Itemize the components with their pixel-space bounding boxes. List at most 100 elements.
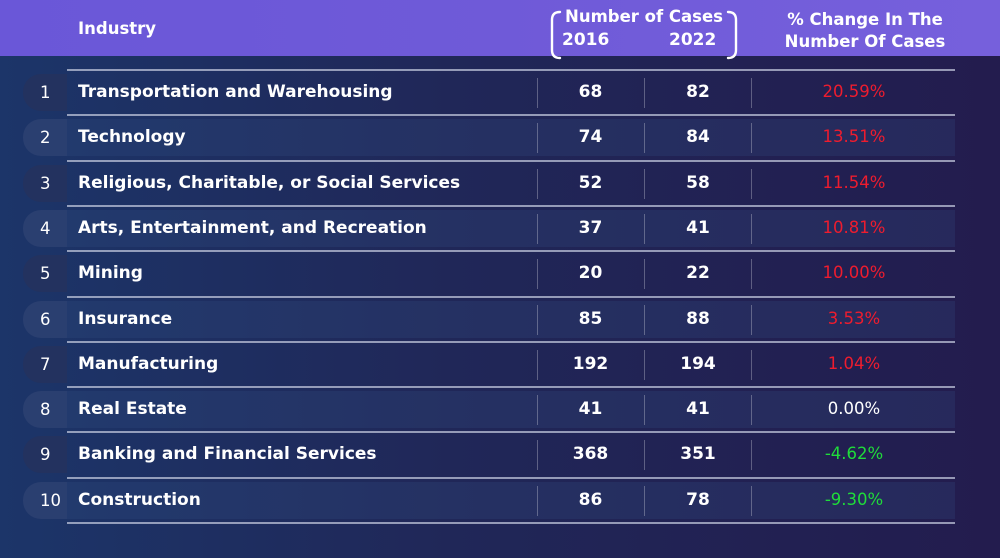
column-divider bbox=[644, 123, 645, 154]
column-divider bbox=[751, 440, 752, 471]
row-divider bbox=[67, 386, 955, 389]
column-divider bbox=[537, 168, 538, 199]
percent-change-cell: 13.51% bbox=[822, 127, 886, 147]
industry-cell: Mining bbox=[78, 263, 143, 284]
cases-2022-cell: 78 bbox=[686, 489, 710, 510]
row-band bbox=[67, 300, 955, 338]
column-divider bbox=[751, 395, 752, 426]
column-divider bbox=[644, 349, 645, 380]
cases-2022-cell: 58 bbox=[686, 172, 710, 193]
table-row: 7 Manufacturing 192 194 1.04% bbox=[0, 342, 1000, 386]
industry-cell: Arts, Entertainment, and Recreation bbox=[78, 217, 427, 238]
rank-cell: 5 bbox=[23, 255, 67, 293]
percent-change-cell: 11.54% bbox=[822, 172, 886, 192]
industry-cell: Banking and Financial Services bbox=[78, 444, 377, 465]
row-divider bbox=[67, 69, 955, 71]
column-divider bbox=[751, 259, 752, 290]
change-column-header: % Change In The Number Of Cases bbox=[762, 9, 968, 53]
cases-2022-cell: 351 bbox=[680, 444, 716, 465]
column-divider bbox=[644, 304, 645, 335]
column-divider bbox=[644, 395, 645, 426]
column-divider bbox=[537, 395, 538, 426]
column-divider bbox=[537, 485, 538, 516]
column-divider bbox=[644, 440, 645, 471]
column-divider bbox=[537, 440, 538, 471]
column-divider bbox=[537, 123, 538, 154]
percent-change-cell: 10.00% bbox=[822, 263, 886, 283]
cases-2016-cell: 20 bbox=[578, 263, 603, 284]
rank-cell: 2 bbox=[23, 119, 67, 157]
industry-cell: Insurance bbox=[78, 308, 173, 329]
column-divider bbox=[644, 259, 645, 290]
row-band bbox=[67, 481, 955, 519]
year-2022-header: 2022 bbox=[669, 30, 717, 50]
table-row: 1 Transportation and Warehousing 68 82 20.59… bbox=[0, 70, 1000, 114]
cases-2016-cell: 86 bbox=[578, 489, 603, 510]
industry-cell: Real Estate bbox=[78, 399, 187, 420]
percent-change-cell: -4.62% bbox=[824, 444, 884, 464]
left-bracket-icon bbox=[550, 10, 562, 60]
table-row: 2 Technology 74 84 13.51% bbox=[0, 115, 1000, 159]
column-divider bbox=[537, 78, 538, 108]
rank-cell: 1 bbox=[23, 74, 67, 111]
rank-cell: 9 bbox=[23, 436, 67, 474]
industry-cell: Construction bbox=[78, 489, 201, 510]
row-divider bbox=[67, 114, 955, 117]
percent-change-cell: 10.81% bbox=[822, 217, 886, 237]
table-row: 9 Banking and Financial Services 368 351 -4.… bbox=[0, 432, 1000, 476]
table-row: 8 Real Estate 41 41 0.00% bbox=[0, 387, 1000, 431]
row-divider bbox=[67, 295, 955, 298]
column-divider bbox=[537, 349, 538, 380]
cases-2022-cell: 82 bbox=[686, 82, 710, 102]
rank-cell: 6 bbox=[23, 300, 67, 338]
percent-change-cell: 1.04% bbox=[827, 353, 881, 373]
column-divider bbox=[537, 259, 538, 290]
column-divider bbox=[751, 304, 752, 335]
cases-2016-cell: 52 bbox=[578, 172, 603, 193]
cases-2016-cell: 68 bbox=[578, 82, 603, 102]
change-header-line-1: % Change In The bbox=[787, 10, 943, 29]
rank-cell: 4 bbox=[23, 209, 67, 247]
cases-2022-cell: 84 bbox=[686, 127, 710, 148]
row-band bbox=[67, 209, 955, 247]
cases-2016-cell: 368 bbox=[572, 444, 609, 465]
rank-cell: 10 bbox=[23, 481, 67, 519]
industry-cell: Religious, Charitable, or Social Service… bbox=[78, 172, 461, 193]
cases-column-header: Number of Cases bbox=[565, 7, 723, 26]
cases-2022-cell: 22 bbox=[686, 263, 710, 284]
industry-cell: Manufacturing bbox=[78, 353, 219, 374]
rank-cell: 7 bbox=[23, 345, 67, 383]
percent-change-cell: 0.00% bbox=[827, 399, 881, 419]
column-divider bbox=[537, 213, 538, 244]
table-row: 4 Arts, Entertainment, and Recreation 37 41… bbox=[0, 206, 1000, 250]
percent-change-cell: 3.53% bbox=[827, 308, 881, 328]
row-divider bbox=[67, 250, 955, 253]
row-divider bbox=[67, 340, 955, 343]
year-2016-header: 2016 bbox=[562, 30, 610, 50]
column-divider bbox=[751, 78, 752, 108]
change-header-line-2: Number Of Cases bbox=[784, 32, 946, 51]
cases-2022-cell: 41 bbox=[686, 217, 710, 238]
row-divider bbox=[67, 159, 955, 162]
column-divider bbox=[751, 349, 752, 380]
column-divider bbox=[751, 168, 752, 199]
row-divider bbox=[67, 476, 955, 479]
column-divider bbox=[751, 485, 752, 516]
cases-2022-cell: 41 bbox=[686, 399, 710, 420]
table-row: 6 Insurance 85 88 3.53% bbox=[0, 297, 1000, 341]
row-band bbox=[67, 391, 955, 429]
row-divider bbox=[67, 522, 955, 524]
right-bracket-icon bbox=[726, 10, 738, 60]
column-divider bbox=[644, 78, 645, 108]
percent-change-cell: 20.59% bbox=[822, 82, 886, 101]
cases-2016-cell: 85 bbox=[578, 308, 603, 329]
row-divider bbox=[67, 431, 955, 434]
cases-2016-cell: 37 bbox=[578, 217, 603, 238]
column-divider bbox=[644, 168, 645, 199]
cases-2022-cell: 194 bbox=[680, 353, 716, 374]
column-divider bbox=[751, 213, 752, 244]
rank-cell: 3 bbox=[23, 164, 67, 202]
table-row: 3 Religious, Charitable, or Social Servic… bbox=[0, 161, 1000, 205]
row-divider bbox=[67, 204, 955, 207]
